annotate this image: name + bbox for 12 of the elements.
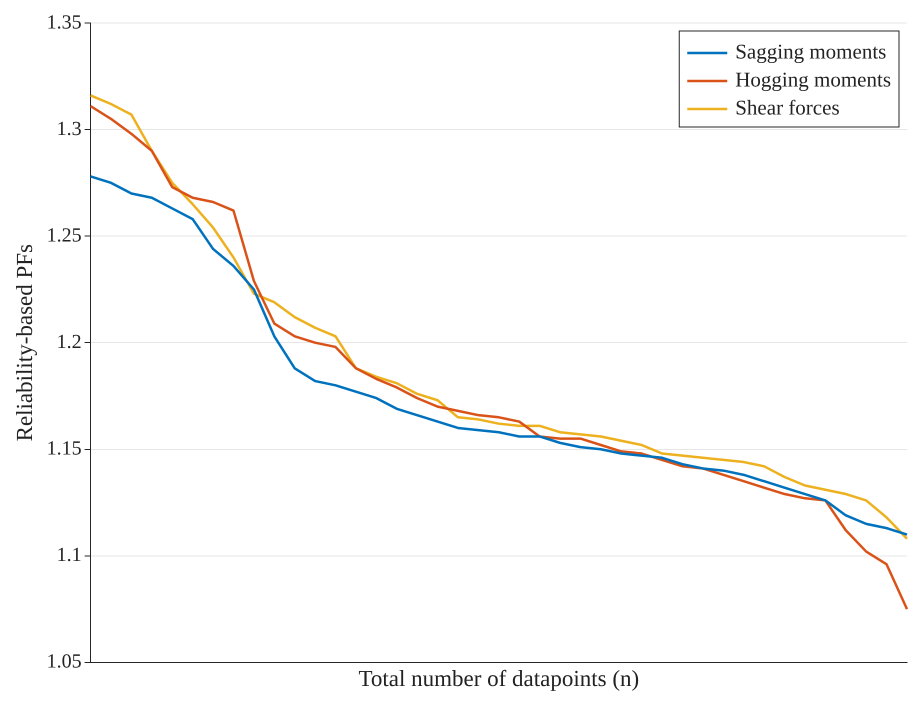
y-axis-title: Reliability-based PFs xyxy=(12,244,37,442)
y-tick-label: 1.35 xyxy=(46,11,82,34)
legend-label: Sagging moments xyxy=(735,40,886,64)
legend-label: Hogging moments xyxy=(735,68,892,92)
x-axis-title: Total number of datapoints (n) xyxy=(358,666,640,692)
y-tick-label: 1.25 xyxy=(46,224,82,246)
y-tick-label: 1.2 xyxy=(56,330,82,353)
y-tick-label: 1.1 xyxy=(56,544,82,566)
y-tick-label: 1.05 xyxy=(46,650,82,673)
legend-label: Shear forces xyxy=(735,96,840,120)
y-tick-label: 1.3 xyxy=(56,118,82,140)
y-tick-label: 1.15 xyxy=(46,438,82,460)
